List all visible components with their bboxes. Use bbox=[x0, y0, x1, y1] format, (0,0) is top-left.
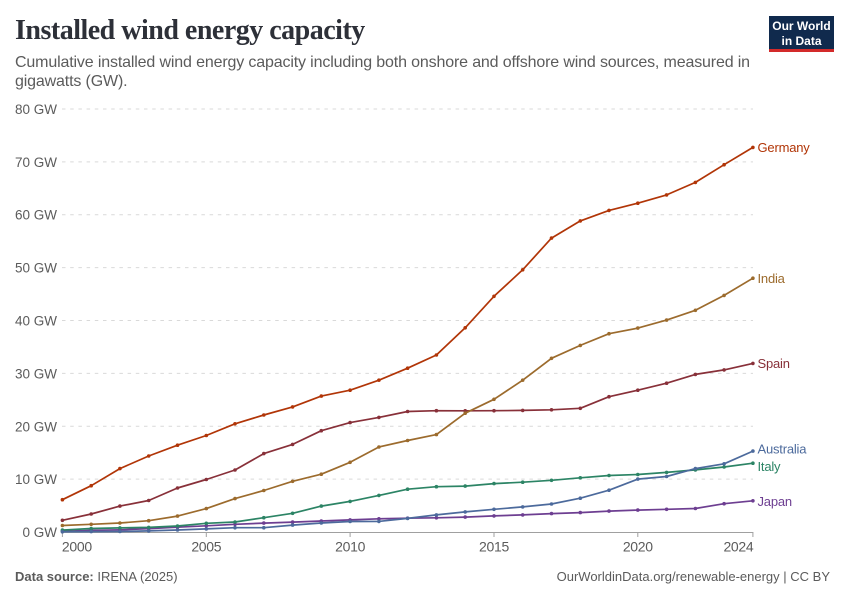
svg-text:2010: 2010 bbox=[335, 539, 365, 555]
svg-text:Germany: Germany bbox=[758, 140, 811, 155]
svg-text:2024: 2024 bbox=[723, 539, 753, 555]
svg-text:20 GW: 20 GW bbox=[15, 419, 57, 434]
svg-text:80 GW: 80 GW bbox=[15, 102, 57, 117]
svg-text:2020: 2020 bbox=[623, 539, 653, 555]
svg-text:30 GW: 30 GW bbox=[15, 366, 57, 381]
svg-text:India: India bbox=[758, 271, 786, 286]
svg-text:Japan: Japan bbox=[758, 494, 792, 509]
svg-text:0 GW: 0 GW bbox=[22, 525, 57, 540]
svg-text:60 GW: 60 GW bbox=[15, 208, 57, 223]
svg-text:50 GW: 50 GW bbox=[15, 261, 57, 276]
svg-text:Australia: Australia bbox=[758, 442, 808, 457]
svg-text:2005: 2005 bbox=[191, 539, 221, 555]
svg-text:10 GW: 10 GW bbox=[15, 472, 57, 487]
svg-text:70 GW: 70 GW bbox=[15, 155, 57, 170]
svg-text:2015: 2015 bbox=[479, 539, 509, 555]
svg-text:2000: 2000 bbox=[62, 539, 92, 555]
svg-text:Italy: Italy bbox=[758, 459, 782, 474]
svg-text:Spain: Spain bbox=[758, 356, 790, 371]
svg-text:40 GW: 40 GW bbox=[15, 314, 57, 329]
